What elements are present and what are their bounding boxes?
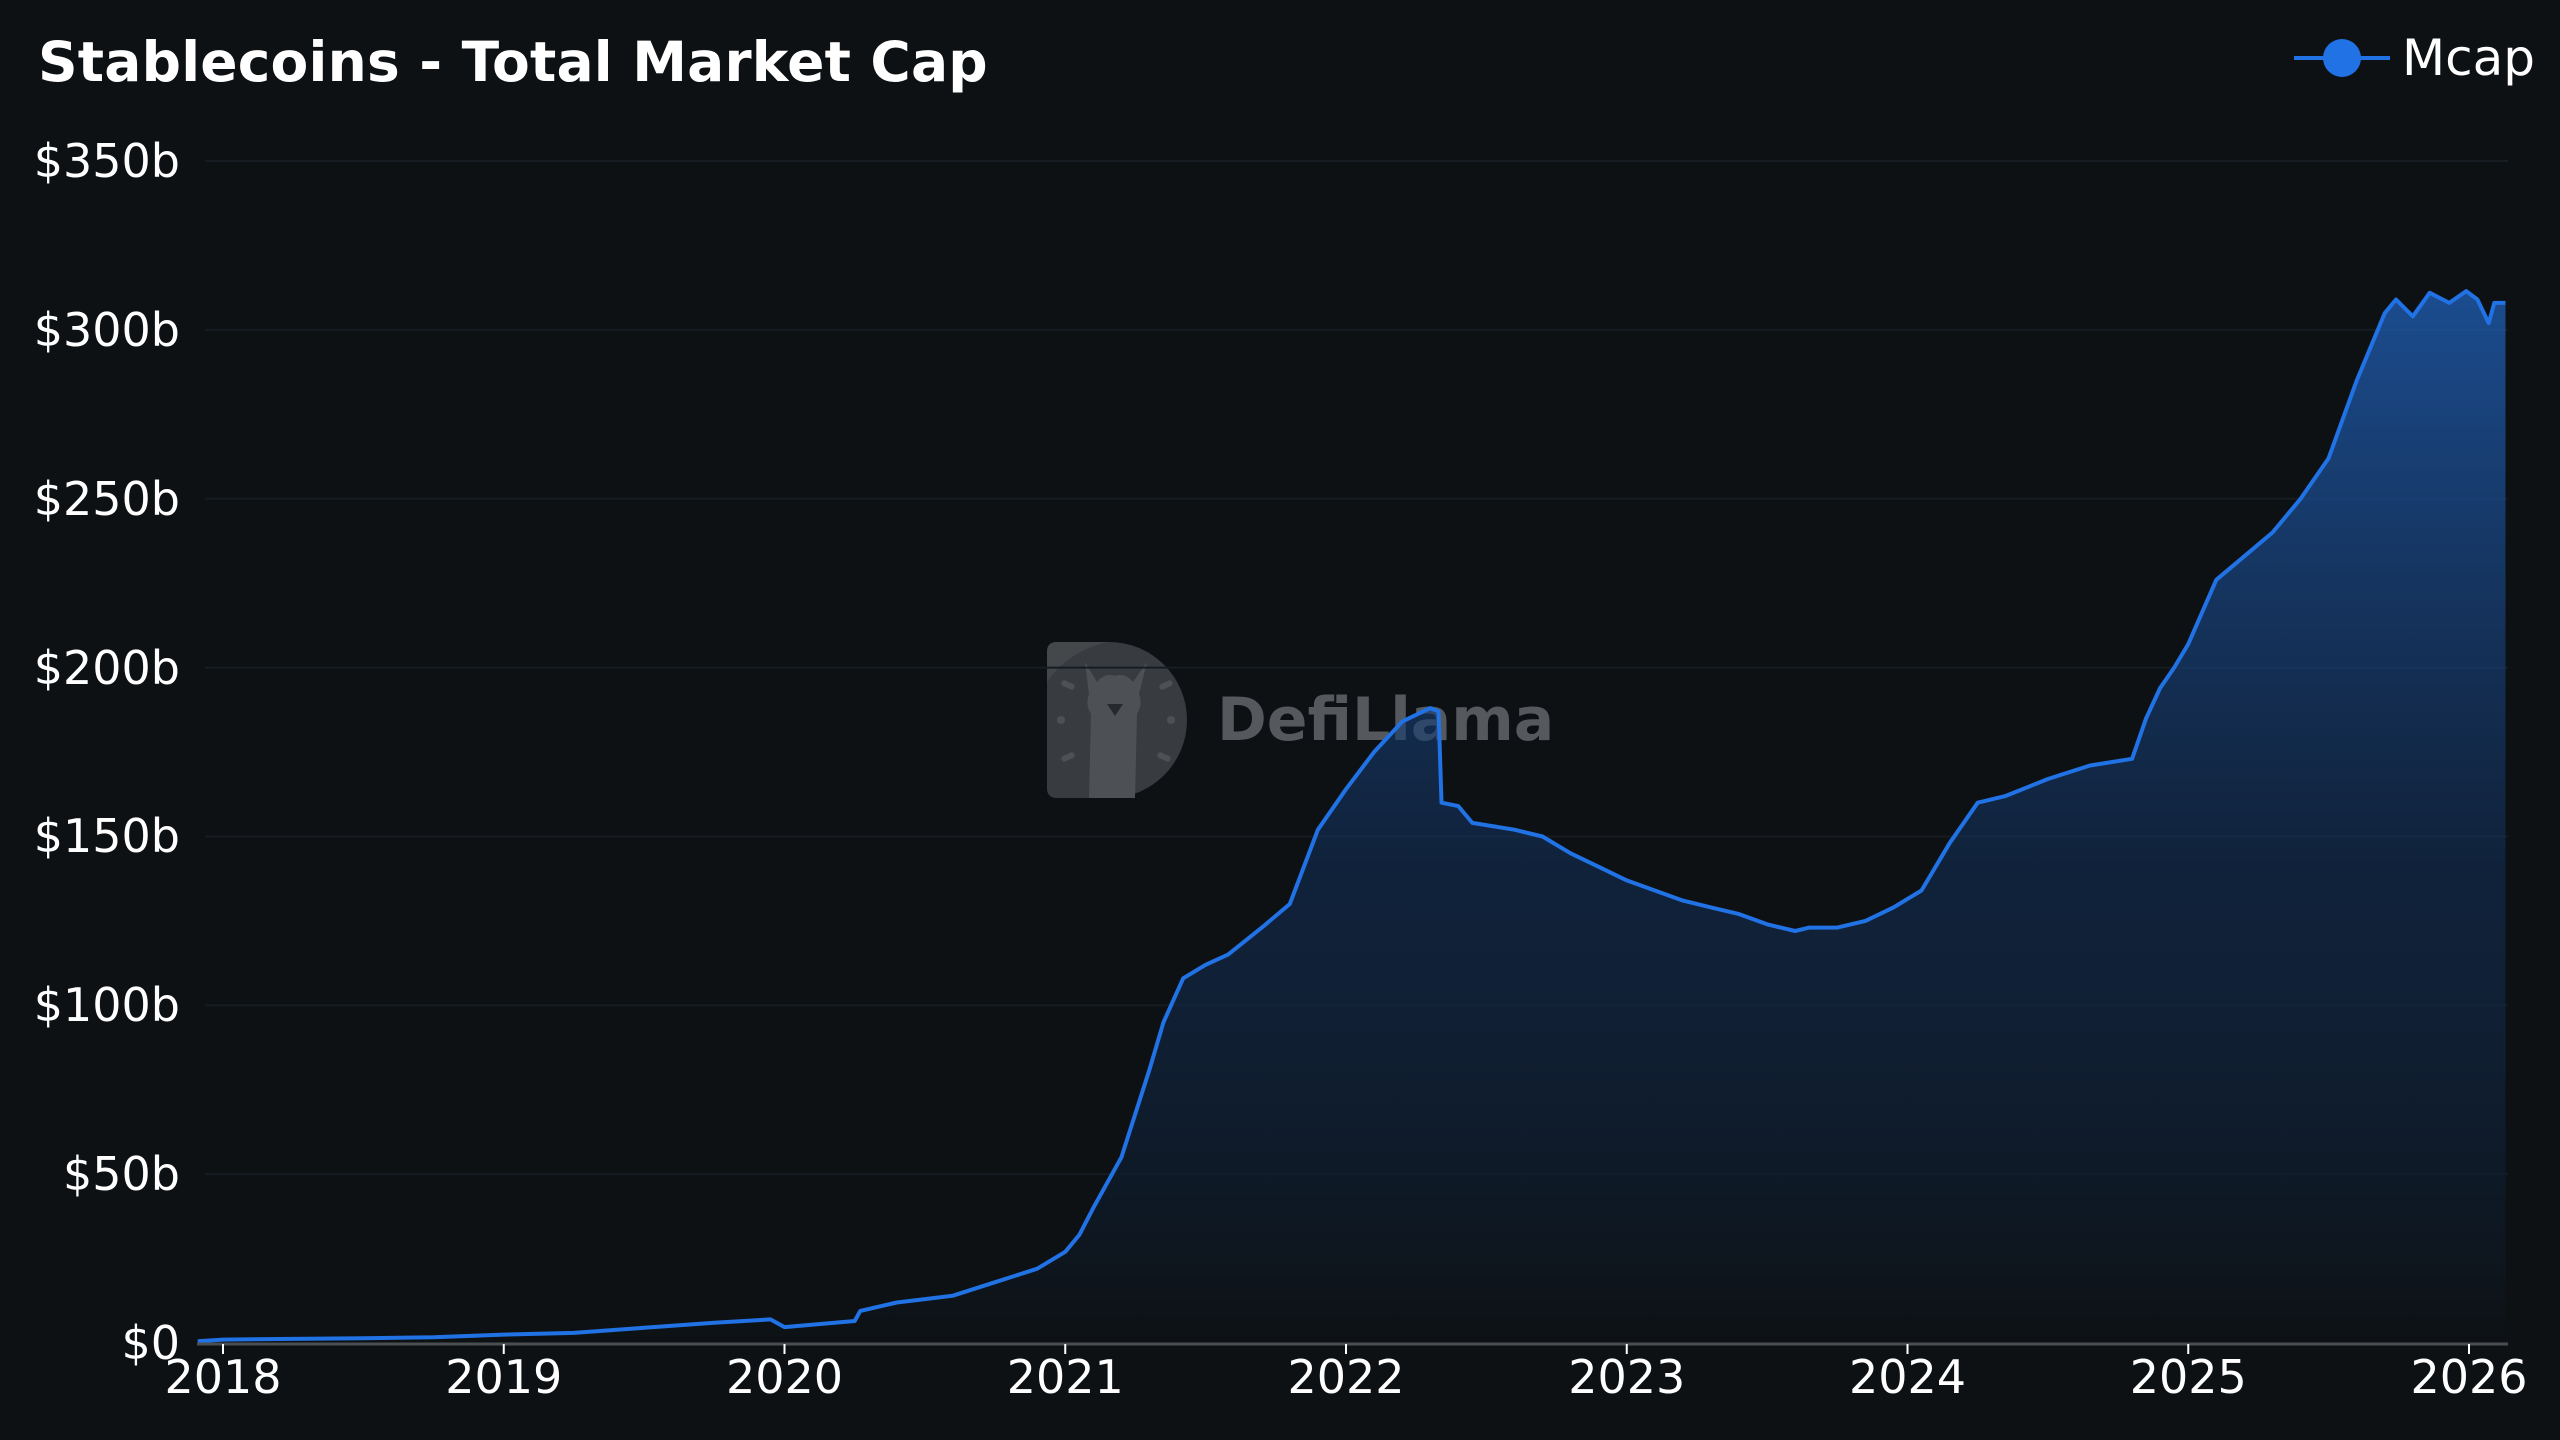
y-tick-label: $150b: [33, 809, 180, 864]
y-tick-label: $200b: [33, 640, 180, 695]
x-axis: [197, 1342, 2508, 1354]
y-tick-label: $50b: [63, 1147, 180, 1202]
x-tick-label: 2026: [2410, 1350, 2528, 1404]
x-tick-label: 2023: [1568, 1350, 1686, 1404]
y-tick-label: $100b: [33, 978, 180, 1033]
area-fill: [197, 291, 2506, 1344]
x-tick-label: 2021: [1006, 1350, 1124, 1404]
mcap-line: [197, 289, 2506, 1344]
legend-dot: [2323, 39, 2361, 77]
x-tick-label: 2024: [1848, 1350, 1967, 1404]
line-dot-icon: [2294, 28, 2390, 88]
x-tick-label: 2019: [445, 1350, 563, 1404]
x-tick-label: 2025: [2129, 1350, 2247, 1404]
legend-item-mcap[interactable]: Mcap: [2294, 28, 2535, 88]
x-tick-label: 2018: [164, 1350, 282, 1404]
chart-title: Stablecoins - Total Market Cap: [38, 30, 988, 94]
y-tick-label: $0: [121, 1316, 180, 1370]
legend-label: Mcap: [2402, 29, 2536, 87]
x-tick-label: 2020: [725, 1350, 844, 1404]
x-tick-label: 2022: [1287, 1350, 1405, 1404]
y-tick-label: $350b: [33, 134, 180, 189]
y-tick-label: $250b: [33, 471, 180, 526]
y-tick-label: $300b: [33, 302, 180, 357]
